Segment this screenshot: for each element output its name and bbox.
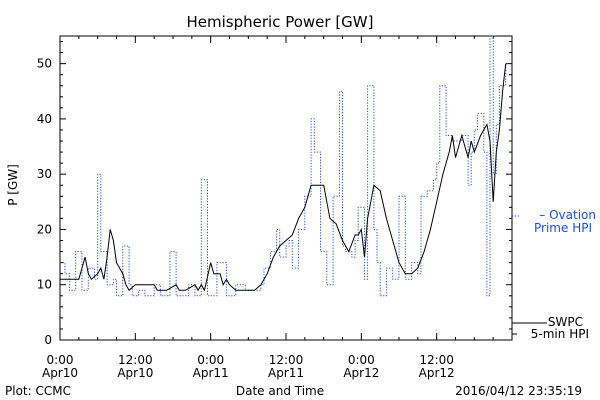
x-tick-date-label: Apr10	[117, 366, 153, 380]
legend-swpc-line1: SWPC	[548, 315, 583, 329]
legend-swpc-line2: 5-min HPI	[531, 327, 589, 341]
x-tick-label: 0:00	[47, 353, 74, 367]
x-tick-date-label: Apr12	[343, 366, 379, 380]
series-ovation-prime-hpi	[60, 35, 509, 297]
plot-credit: Plot: CCMC	[5, 384, 71, 398]
x-tick-date-label: Apr10	[42, 366, 78, 380]
y-axis-label: P [GW]	[6, 164, 20, 206]
x-tick-label: 12:00	[419, 353, 454, 367]
x-tick-date-label: Apr11	[193, 366, 229, 380]
y-tick-label: 40	[37, 112, 52, 126]
x-tick-label: 12:00	[269, 353, 304, 367]
axes: 010203040500:00Apr1012:00Apr100:00Apr111…	[37, 35, 513, 380]
x-tick-label: 0:00	[348, 353, 375, 367]
y-tick-label: 50	[37, 57, 52, 71]
y-tick-label: 10	[37, 278, 52, 292]
y-tick-label: 20	[37, 222, 52, 236]
x-axis-label: Date and Time	[236, 384, 324, 398]
x-tick-date-label: Apr11	[268, 366, 304, 380]
y-tick-label: 0	[44, 333, 52, 347]
x-tick-label: 0:00	[197, 353, 224, 367]
x-tick-label: 12:00	[118, 353, 153, 367]
series-layer	[60, 35, 509, 297]
plot-frame	[59, 35, 513, 341]
y-tick-label: 30	[37, 167, 52, 181]
x-tick-date-label: Apr12	[419, 366, 455, 380]
plot-timestamp: 2016/04/12 23:35:19	[455, 384, 582, 398]
chart-title: Hemispheric Power [GW]	[187, 13, 374, 31]
series-swpc-hpi	[60, 63, 507, 292]
legend-ovation-line1: – Ovation	[539, 208, 596, 222]
legend-ovation-line2: Prime HPI	[534, 221, 592, 235]
